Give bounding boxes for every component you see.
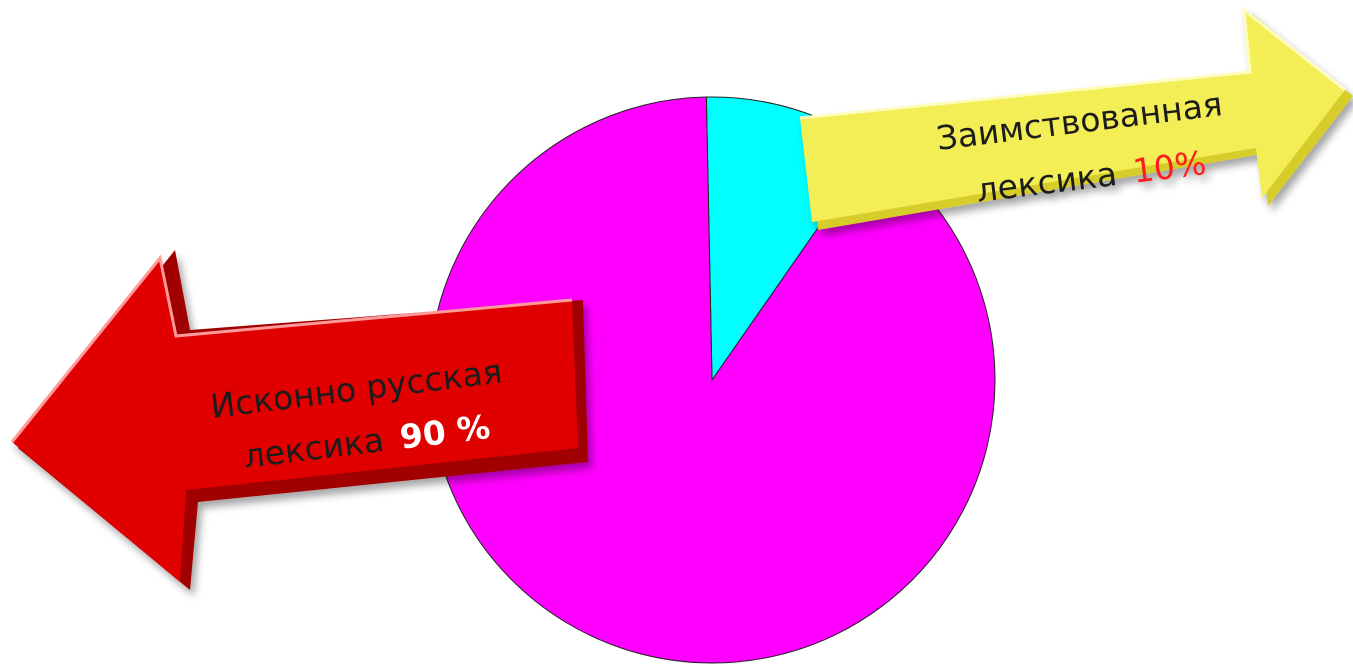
native-lexicon-arrow: Исконно русская лексика 90 % [10,250,588,590]
pie-slice-native [428,96,996,664]
borrowed-lexicon-arrow: Заимствованная лексика 10% [799,6,1353,230]
borrowed-arrow-face [800,10,1345,222]
borrowed-value-label: 10% [1131,143,1209,191]
svg-text:лексика 90 %: лексика 90 % [241,407,492,476]
native-arrow-face [12,258,578,582]
